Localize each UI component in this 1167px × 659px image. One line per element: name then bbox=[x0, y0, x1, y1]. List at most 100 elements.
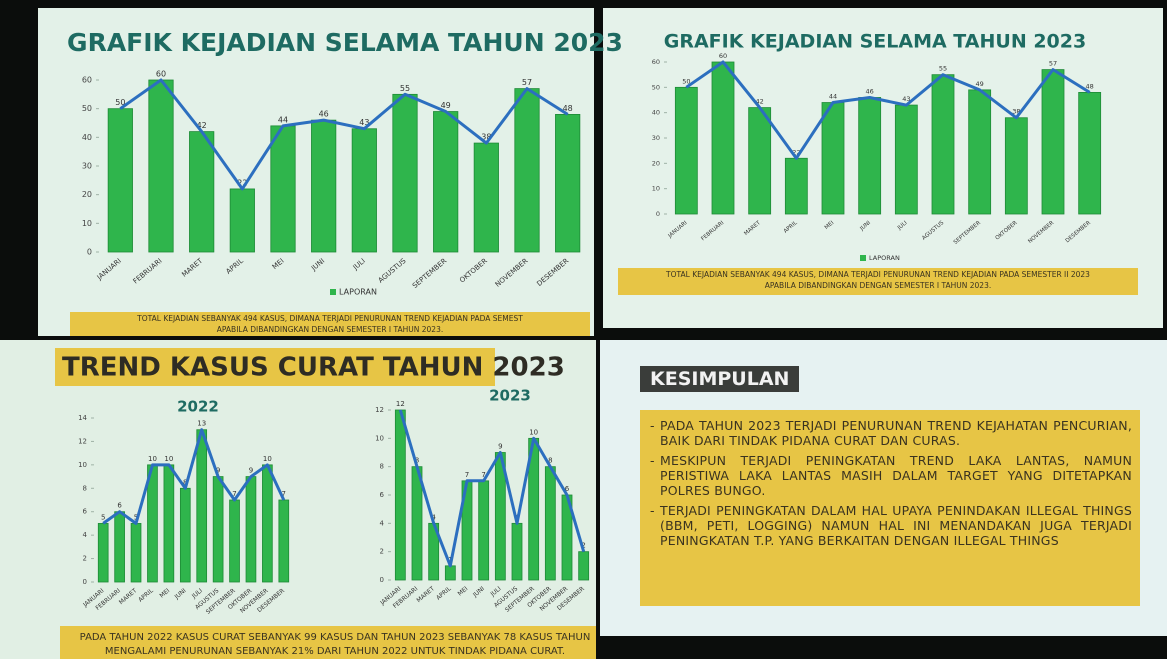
bar bbox=[115, 512, 125, 582]
note-line: APABILA DIBANDINGKAN DENGAN SEMESTER I T… bbox=[765, 281, 992, 290]
note-line: MENGALAMI PENURUNAN SEBANYAK 21% DARI TA… bbox=[105, 646, 565, 657]
bar bbox=[969, 90, 991, 214]
legend-label: LAPORAN bbox=[869, 254, 900, 262]
value-label: 46 bbox=[866, 87, 874, 95]
bar bbox=[149, 80, 173, 252]
legend-label: LAPORAN bbox=[339, 288, 377, 297]
value-label: 55 bbox=[939, 65, 947, 73]
y-tick-label: 30 bbox=[82, 162, 92, 171]
y-tick-label: 4 bbox=[83, 531, 88, 539]
y-tick-label: 50 bbox=[652, 83, 660, 91]
y-tick-label: 0 bbox=[83, 578, 87, 586]
bar bbox=[98, 523, 108, 582]
value-label: 10 bbox=[529, 428, 538, 436]
bar bbox=[395, 410, 405, 580]
bar bbox=[515, 89, 539, 252]
value-label: 57 bbox=[1049, 60, 1057, 68]
bar bbox=[1079, 92, 1101, 214]
bar bbox=[230, 500, 240, 582]
y-tick-label: 40 bbox=[652, 109, 660, 117]
y-tick-label: 60 bbox=[652, 58, 660, 66]
bar bbox=[445, 566, 455, 580]
y-tick-label: 2 bbox=[83, 555, 87, 563]
slide-title: TREND KASUS CURAT TAHUN 2023 bbox=[62, 353, 565, 383]
bar bbox=[675, 87, 697, 214]
bar bbox=[246, 477, 256, 582]
kesimpulan-box: PADA TAHUN 2023 TERJADI PENURUNAN TREND … bbox=[640, 410, 1140, 606]
bar bbox=[1005, 118, 1027, 214]
point: MESKIPUN TERJADI PENINGKATAN TREND LAKA … bbox=[648, 453, 1132, 498]
bar bbox=[712, 62, 734, 214]
value-label: 44 bbox=[278, 115, 288, 124]
kesimpulan-title: KESIMPULAN bbox=[640, 366, 799, 392]
value-label: 10 bbox=[263, 455, 272, 463]
value-label: 60 bbox=[719, 52, 727, 60]
value-label: 57 bbox=[522, 78, 532, 87]
bar bbox=[895, 105, 917, 214]
y-tick-label: 14 bbox=[78, 414, 87, 422]
y-tick-label: 8 bbox=[83, 484, 87, 492]
y-tick-label: 20 bbox=[82, 190, 92, 199]
value-label: 5 bbox=[101, 513, 105, 521]
y-tick-label: 2 bbox=[380, 548, 384, 556]
chart-title: GRAFIK KEJADIAN SELAMA TAHUN 2023 bbox=[67, 28, 623, 57]
bar bbox=[213, 477, 223, 582]
y-tick-label: 0 bbox=[380, 576, 384, 584]
y-tick-label: 10 bbox=[82, 219, 92, 228]
point: PADA TAHUN 2023 TERJADI PENURUNAN TREND … bbox=[648, 418, 1132, 448]
value-label: 13 bbox=[197, 420, 206, 428]
note-line: APABILA DIBANDINGKAN DENGAN SEMESTER I T… bbox=[217, 325, 444, 334]
bar bbox=[180, 488, 190, 582]
y-tick-label: 12 bbox=[78, 437, 87, 445]
y-tick-label: 10 bbox=[652, 185, 660, 193]
value-label: 7 bbox=[465, 471, 469, 479]
value-label: 60 bbox=[156, 70, 166, 79]
value-label: 55 bbox=[400, 84, 410, 93]
bar bbox=[189, 132, 213, 252]
bar bbox=[262, 465, 272, 582]
bar bbox=[393, 94, 417, 252]
bar bbox=[859, 97, 881, 214]
bar bbox=[433, 112, 457, 252]
bar bbox=[555, 114, 579, 252]
legend-swatch bbox=[860, 255, 866, 261]
y-tick-label: 10 bbox=[78, 461, 87, 469]
bar bbox=[311, 120, 335, 252]
collage: TREND KASUS CURAT TAHUN 2023 PADA TAHUN … bbox=[0, 0, 1167, 659]
value-label: 46 bbox=[319, 110, 329, 119]
y-tick-label: 8 bbox=[380, 463, 384, 471]
y-tick-label: 10 bbox=[375, 434, 384, 442]
y-tick-label: 30 bbox=[652, 134, 660, 142]
bar bbox=[279, 500, 289, 582]
value-label: 9 bbox=[498, 443, 502, 451]
bar bbox=[197, 430, 207, 582]
bar bbox=[108, 109, 132, 252]
value-label: 49 bbox=[976, 80, 984, 88]
value-label: 10 bbox=[148, 455, 157, 463]
bar bbox=[512, 523, 522, 580]
bar bbox=[785, 158, 807, 214]
bar bbox=[822, 103, 844, 214]
bar bbox=[131, 523, 141, 582]
y-tick-label: 40 bbox=[82, 133, 92, 142]
note-line: TOTAL KEJADIAN SEBANYAK 494 KASUS, DIMAN… bbox=[665, 270, 1090, 279]
bar bbox=[545, 467, 555, 580]
y-tick-label: 6 bbox=[380, 491, 385, 499]
bar bbox=[1042, 70, 1064, 214]
bar bbox=[271, 126, 295, 252]
bar bbox=[164, 465, 174, 582]
point: TERJADI PENINGKATAN DALAM HAL UPAYA PENI… bbox=[648, 503, 1132, 548]
y-tick-label: 12 bbox=[375, 406, 384, 414]
value-label: 44 bbox=[829, 93, 837, 101]
y-tick-label: 0 bbox=[656, 210, 660, 218]
note-line: PADA TAHUN 2022 KASUS CURAT SEBANYAK 99 … bbox=[80, 632, 591, 643]
y-tick-label: 60 bbox=[82, 76, 92, 85]
legend-swatch bbox=[330, 289, 336, 295]
y-tick-label: 20 bbox=[652, 159, 660, 167]
value-label: 6 bbox=[117, 502, 122, 510]
value-label: 9 bbox=[249, 467, 253, 475]
y-tick-label: 4 bbox=[380, 519, 385, 527]
bar bbox=[579, 552, 589, 580]
y-tick-label: 6 bbox=[83, 508, 88, 516]
bar bbox=[479, 481, 489, 580]
